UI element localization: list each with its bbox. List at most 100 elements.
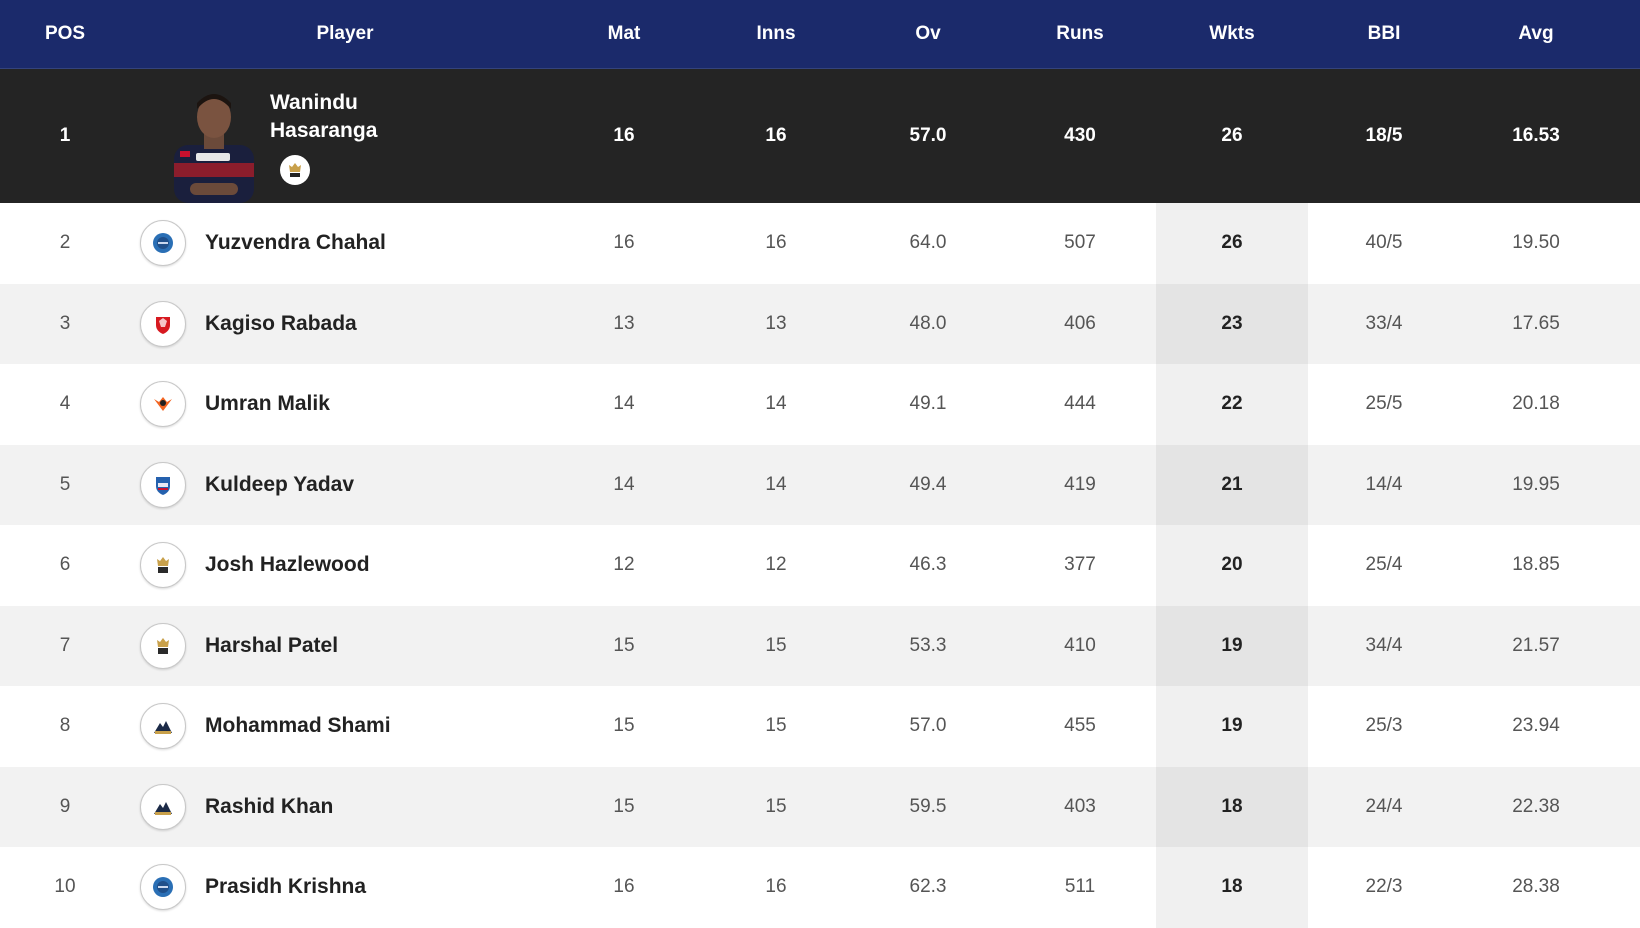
row-mat: 16	[613, 232, 635, 254]
row-avg: 22.38	[1512, 795, 1560, 817]
header-runs[interactable]: Runs	[1056, 23, 1104, 44]
row-runs: 455	[1064, 715, 1096, 737]
row-avg: 20.18	[1512, 393, 1560, 415]
header-inns[interactable]: Inns	[756, 23, 796, 44]
player-name[interactable]: Josh Hazlewood	[205, 553, 370, 577]
leader-name[interactable]: Wanindu Hasaranga	[270, 89, 510, 145]
dc-logo-icon	[140, 461, 186, 508]
row-runs: 403	[1064, 795, 1096, 817]
row-avg: 18.85	[1512, 554, 1560, 576]
row-inns: 14	[765, 393, 787, 415]
row-mat: 12	[613, 554, 635, 576]
row-avg: 21.57	[1512, 634, 1560, 656]
row-ov: 49.4	[909, 473, 947, 495]
table-row[interactable]: 8 Mohammad Shami 15 15 57.0 455 19 25/3 23.94	[0, 686, 1640, 767]
leader-bbi: 18/5	[1365, 125, 1403, 146]
row-avg: 19.50	[1512, 232, 1560, 254]
header-mat[interactable]: Mat	[607, 23, 641, 44]
player-name[interactable]: Rashid Khan	[205, 794, 334, 818]
row-ov: 64.0	[909, 232, 947, 254]
row-bbi: 33/4	[1365, 312, 1403, 334]
leader-name-last: Hasaranga	[270, 119, 378, 142]
header-wkts[interactable]: Wkts	[1209, 23, 1255, 44]
table-row[interactable]: 7 Harshal Patel 15 15 53.3 410 19 34/4 21.57	[0, 605, 1640, 686]
row-avg: 19.95	[1512, 473, 1560, 495]
table-row[interactable]: 2 Yuzvendra Chahal 16 16 64.0 507 26 40/5 19.50	[0, 203, 1640, 284]
row-runs: 507	[1064, 232, 1096, 254]
row-mat: 14	[613, 393, 635, 415]
table-row[interactable]: 5 Kuldeep Yadav 14 14 49.4 419 21 14/4 19.95	[0, 444, 1640, 525]
leader-avg: 16.53	[1512, 125, 1560, 146]
row-runs: 406	[1064, 312, 1096, 334]
table-row[interactable]: 10 Prasidh Krishna 16 16 62.3 511 18 22/3 28.38	[0, 847, 1640, 928]
row-inns: 15	[765, 715, 787, 737]
row-inns: 13	[765, 312, 787, 334]
row-inns: 14	[765, 473, 787, 495]
row-inns: 15	[765, 795, 787, 817]
row-runs: 410	[1064, 634, 1096, 656]
rr-logo-icon	[140, 220, 186, 266]
row-mat: 15	[613, 795, 635, 817]
leader-row[interactable]: 1 Wanindu Hasaranga 16 16 57.0 430 26 18…	[0, 69, 1640, 203]
row-runs: 419	[1064, 473, 1096, 495]
row-bbi: 34/4	[1365, 634, 1403, 656]
row-runs: 511	[1064, 876, 1096, 898]
row-wkts: 21	[1156, 444, 1308, 525]
leader-name-first: Wanindu	[270, 91, 358, 114]
row-mat: 13	[613, 312, 635, 334]
player-name[interactable]: Prasidh Krishna	[205, 875, 367, 899]
leader-ov: 57.0	[909, 125, 947, 146]
row-bbi: 25/5	[1365, 393, 1403, 415]
row-bbi: 24/4	[1365, 795, 1403, 817]
table-row[interactable]: 6 Josh Hazlewood 12 12 46.3 377 20 25/4 18.85	[0, 525, 1640, 606]
gt-logo-icon	[140, 703, 186, 749]
row-mat: 15	[613, 715, 635, 737]
row-avg: 28.38	[1512, 876, 1560, 898]
row-wkts: 26	[1156, 203, 1308, 284]
row-avg: 17.65	[1512, 312, 1560, 334]
header-bbi[interactable]: BBI	[1367, 23, 1401, 44]
row-pos: 4	[59, 393, 71, 415]
player-name[interactable]: Umran Malik	[205, 392, 330, 416]
leader-wkts: 26	[1221, 125, 1243, 146]
row-wkts: 18	[1156, 766, 1308, 847]
row-pos: 6	[59, 554, 71, 576]
row-pos: 8	[59, 715, 71, 737]
table-header: POS Player Mat Inns Ov Runs Wkts BBI Avg	[0, 0, 1640, 69]
row-ov: 62.3	[909, 876, 947, 898]
header-player[interactable]: Player	[316, 23, 374, 44]
gt-logo-icon	[140, 783, 186, 830]
row-mat: 16	[613, 876, 635, 898]
row-runs: 444	[1064, 393, 1096, 415]
row-ov: 59.5	[909, 795, 947, 817]
player-name[interactable]: Harshal Patel	[205, 633, 339, 657]
row-pos: 5	[59, 473, 71, 495]
row-wkts: 18	[1156, 847, 1308, 928]
row-inns: 16	[765, 876, 787, 898]
row-ov: 57.0	[909, 715, 947, 737]
header-ov[interactable]: Ov	[915, 23, 941, 44]
header-avg[interactable]: Avg	[1518, 23, 1554, 44]
row-pos: 3	[59, 312, 71, 334]
player-name[interactable]: Yuzvendra Chahal	[205, 231, 386, 255]
table-row[interactable]: 4 Umran Malik 14 14 49.1 444 22 25/5 20.18	[0, 364, 1640, 445]
row-bbi: 22/3	[1365, 876, 1403, 898]
player-name[interactable]: Kuldeep Yadav	[205, 472, 355, 496]
row-wkts: 20	[1156, 525, 1308, 606]
row-pos: 9	[59, 795, 71, 817]
table-row[interactable]: 9 Rashid Khan 15 15 59.5 403 18 24/4 22.38	[0, 766, 1640, 847]
row-ov: 49.1	[909, 393, 947, 415]
row-bbi: 40/5	[1365, 232, 1403, 254]
row-mat: 15	[613, 634, 635, 656]
player-name[interactable]: Mohammad Shami	[205, 714, 391, 738]
row-ov: 53.3	[909, 634, 947, 656]
rr-logo-icon	[140, 864, 186, 910]
player-name[interactable]: Kagiso Rabada	[205, 311, 357, 335]
leader-pos: 1	[59, 125, 71, 146]
row-runs: 377	[1064, 554, 1096, 576]
row-inns: 12	[765, 554, 787, 576]
rcb-logo-icon	[140, 542, 186, 588]
header-pos[interactable]: POS	[44, 23, 86, 44]
table-row[interactable]: 3 Kagiso Rabada 13 13 48.0 406 23 33/4 17.65	[0, 283, 1640, 364]
